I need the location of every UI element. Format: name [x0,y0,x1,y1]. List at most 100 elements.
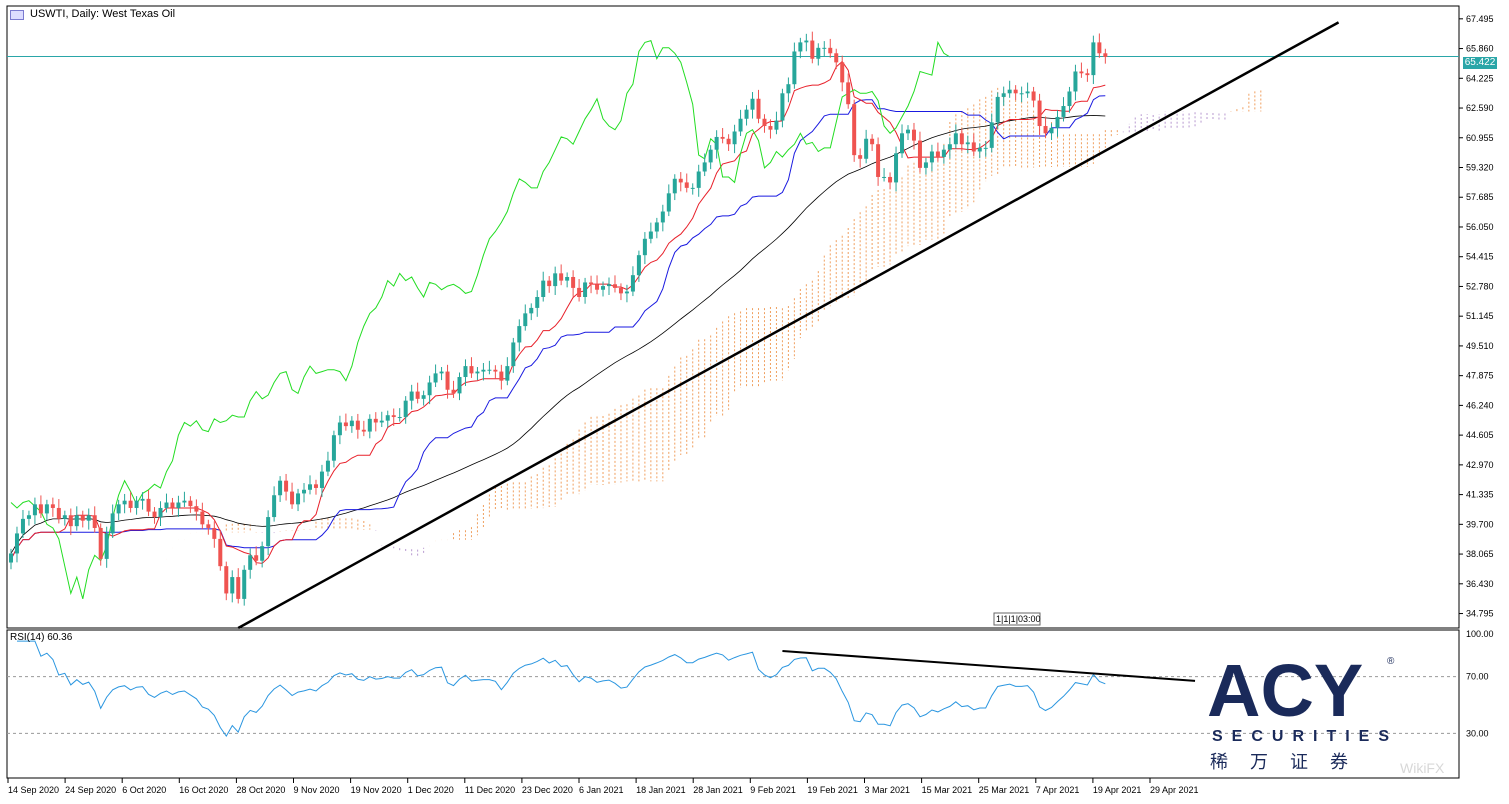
candle-body [977,147,982,152]
candle-body [331,435,336,461]
candle-body [230,577,235,594]
candle-body [50,504,55,508]
candle-body [828,47,833,54]
candle-body [379,420,384,423]
candle-body [391,415,396,418]
x-tick-label: 14 Sep 2020 [8,785,59,795]
candle-body [290,491,295,505]
candle-body [630,275,635,292]
candle-body [349,420,354,427]
candle-body [26,515,31,519]
candle-body [260,546,265,561]
candle-body [1013,89,1018,94]
y-tick-label: 39.700 [1466,519,1494,529]
candle-body [1043,126,1048,134]
x-tick-label: 9 Nov 2020 [294,785,340,795]
rsi-tick-label: 70.00 [1466,672,1489,682]
candle-body [624,291,629,294]
candle-body [983,147,988,149]
candle-body [1055,116,1060,128]
candle-body [421,395,426,399]
x-tick-label: 6 Oct 2020 [122,785,166,795]
y-tick-label: 67.495 [1466,14,1494,24]
candle-body [672,178,677,194]
candle-body [720,136,725,139]
candle-body [678,178,683,183]
candle-body [140,498,145,501]
y-tick-label: 42.970 [1466,460,1494,470]
y-tick-label: 47.875 [1466,371,1494,381]
watermark: WikiFX [1400,760,1445,776]
candle-body [750,98,755,110]
candle-body [272,495,277,518]
candle-body [894,153,899,183]
y-tick-label: 51.145 [1466,311,1494,321]
candle-body [80,515,85,521]
candle-body [1007,89,1012,94]
candle-body [463,366,468,378]
candle-body [104,533,109,559]
candle-body [176,502,181,508]
x-tick-label: 19 Nov 2020 [351,785,402,795]
candle-body [439,371,444,374]
candle-body [654,222,659,232]
y-tick-label: 64.225 [1466,73,1494,83]
rsi-line [17,640,1106,738]
candle-body [224,566,229,594]
candle-body [92,515,97,528]
candle-body [158,507,163,518]
candle-body [499,371,504,381]
candle-body [1049,127,1054,134]
candle-body [445,371,450,390]
candle-body [284,480,289,492]
candle-body [762,118,767,127]
candle-body [816,47,821,59]
x-tick-label: 15 Mar 2021 [922,785,973,795]
candle-body [577,287,582,297]
candle-body [313,484,318,488]
candle-body [618,287,623,294]
candle-body [870,138,875,145]
x-tick-label: 29 Apr 2021 [1150,785,1199,795]
candle-body [200,511,205,525]
candle-body [254,555,259,561]
candle-body [361,429,366,432]
candle-body [523,313,528,327]
candle-body [409,391,414,401]
candle-body [882,176,887,178]
candles [9,31,1108,606]
candle-body [373,418,378,423]
candle-body [1097,42,1102,54]
candle-body [451,389,456,394]
time-marker-box [993,612,1041,626]
candle-body [302,489,307,494]
y-tick-label: 65.860 [1466,44,1494,54]
candle-body [278,480,283,496]
candle-body [786,84,791,94]
rsi-panel-frame [6,629,1460,779]
candle-body [535,296,540,308]
trendline-support [237,21,1340,630]
y-tick-label: 60.955 [1466,133,1494,143]
candle-body [403,400,408,418]
candle-body [858,155,863,159]
candle-body [337,422,342,436]
y-tick-label: 52.780 [1466,281,1494,291]
x-tick-label: 16 Oct 2020 [179,785,228,795]
candle-body [397,417,402,419]
candle-body [74,515,79,527]
candle-body [917,140,922,168]
logo-registered: ® [1387,656,1395,667]
candle-body [188,500,193,507]
candle-body [296,493,301,505]
candle-body [959,133,964,145]
candle-body [170,502,175,508]
x-tick-label: 1 Dec 2020 [408,785,454,795]
candle-body [547,280,552,287]
candle-body [32,504,37,516]
candle-body [206,524,211,528]
candle-body [834,53,839,63]
candle-body [62,515,67,519]
candle-body [481,369,486,372]
candle-body [642,238,647,256]
